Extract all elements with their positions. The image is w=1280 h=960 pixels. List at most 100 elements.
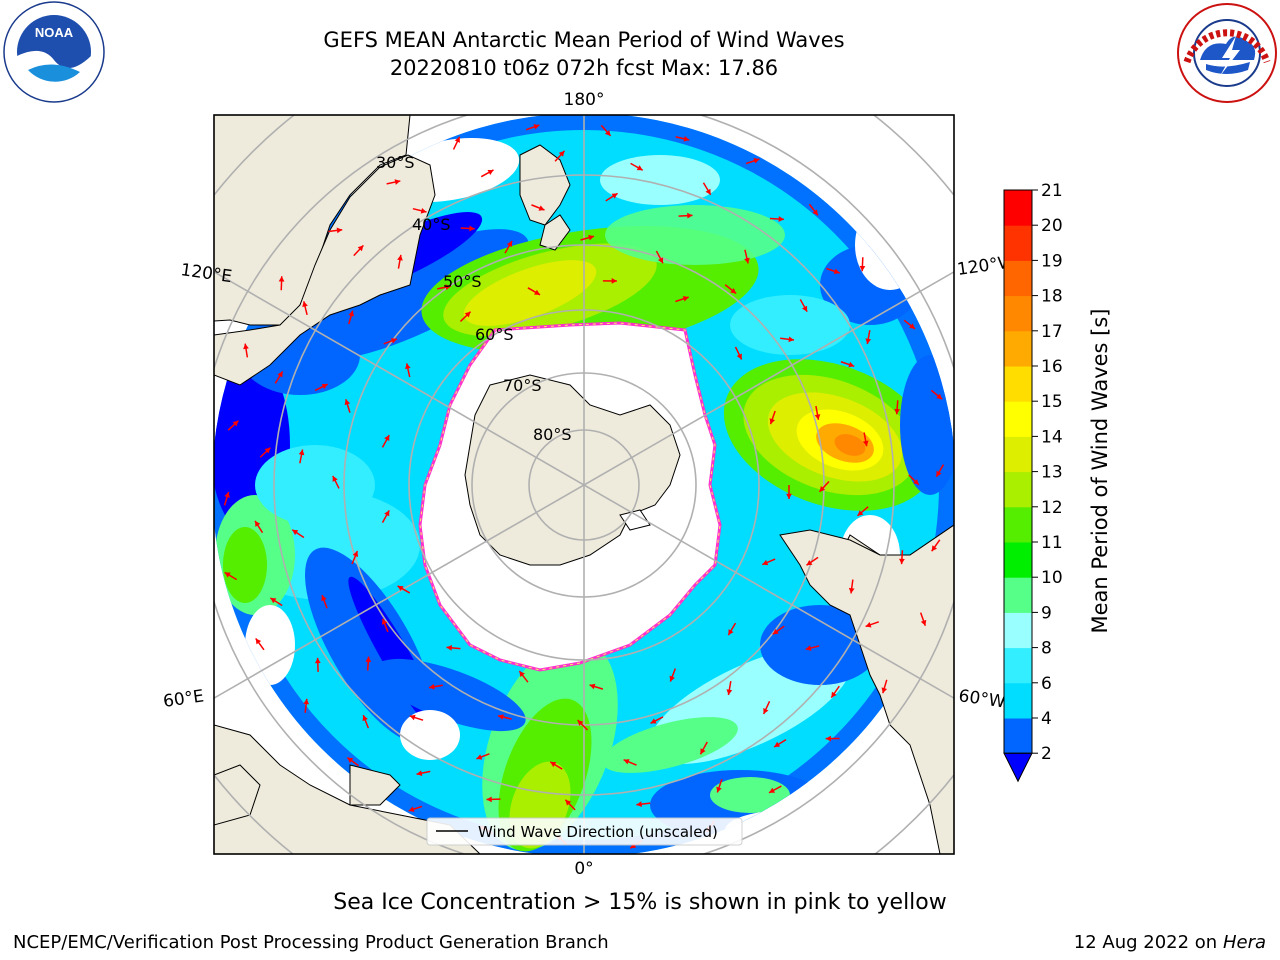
wave-direction-arrow-head bbox=[687, 212, 693, 219]
wave-direction-arrow-head bbox=[736, 353, 742, 360]
wave-direction-arrow-head bbox=[802, 305, 808, 312]
chart-subtitle: 20220810 t06z 072h fcst Max: 17.86 bbox=[389, 56, 779, 80]
wave-direction-arrow-head bbox=[657, 257, 664, 264]
wave-direction-arrow-head bbox=[623, 759, 630, 765]
wave-direction-arrow-head bbox=[506, 240, 513, 247]
wave-direction-arrow-head bbox=[650, 718, 657, 724]
wave-direction-arrow-head bbox=[390, 338, 397, 344]
colorbar-segment bbox=[1004, 260, 1032, 297]
wave-direction-arrow-head bbox=[728, 629, 734, 636]
colorbar-tick-label: 18 bbox=[1041, 287, 1063, 307]
colorbar-tick-label: 6 bbox=[1041, 674, 1052, 694]
wave-direction-arrow-head bbox=[232, 420, 239, 427]
colorbar-segment bbox=[1004, 577, 1032, 613]
colorbar-tick-label: 4 bbox=[1041, 709, 1052, 729]
wave-direction-arrow-head bbox=[753, 158, 760, 164]
wave-direction-arrow-head bbox=[705, 188, 711, 195]
wave-direction-arrow-head bbox=[814, 414, 821, 420]
wave-direction-arrow-head bbox=[700, 748, 706, 755]
wave-direction-arrow-head bbox=[397, 585, 404, 592]
colorbar-tick-label: 17 bbox=[1041, 322, 1063, 342]
wave-direction-arrow-head bbox=[865, 622, 872, 628]
wave-direction-arrow-head bbox=[772, 628, 779, 635]
wave-direction-arrow-head bbox=[744, 257, 750, 264]
credit-text: NCEP/EMC/Verification Post Processing Pr… bbox=[13, 932, 609, 953]
wave-direction-arrow-head bbox=[381, 618, 388, 625]
lat-label-80: 80°S bbox=[533, 425, 572, 444]
colorbar-segment bbox=[1004, 436, 1032, 473]
wave-direction-arrow-head bbox=[774, 741, 781, 747]
wave-direction-arrow-head bbox=[519, 671, 525, 677]
wind-wave-arrows bbox=[223, 124, 945, 849]
wave-direction-arrow-head bbox=[292, 529, 299, 536]
colorbar-tick-label: 21 bbox=[1041, 181, 1063, 201]
colorbar-segment bbox=[1004, 542, 1032, 578]
wave-direction-arrow-head bbox=[819, 485, 826, 492]
wave-direction-arrow-head bbox=[384, 435, 390, 442]
wave-direction-arrow-head bbox=[303, 698, 310, 705]
wave-direction-arrow-head bbox=[604, 130, 611, 136]
wave-direction-arrow-head bbox=[365, 656, 372, 663]
antarctica bbox=[418, 321, 722, 672]
colorbar-tick-label: 2 bbox=[1041, 744, 1052, 764]
wave-direction-arrow-head bbox=[769, 418, 776, 425]
wave-direction-arrow-head bbox=[332, 475, 338, 482]
wave-direction-arrow-head bbox=[321, 383, 328, 390]
wave-direction-arrow-head bbox=[429, 683, 435, 690]
wave-direction-arrow-head bbox=[682, 296, 689, 302]
wave-direction-arrow-head bbox=[277, 371, 283, 378]
wave-direction-arrow-head bbox=[384, 510, 390, 517]
wave-direction-arrow-head bbox=[857, 510, 864, 516]
wave-direction-arrow-head bbox=[763, 708, 769, 714]
colorbar-segment bbox=[1004, 401, 1032, 437]
run-date: 12 Aug 2022 on Hera bbox=[1074, 932, 1266, 953]
colorbar-tick-label: 13 bbox=[1041, 463, 1063, 483]
polar-map: 30°S 40°S 50°S 60°S 70°S 80°S 180° 120°E… bbox=[162, 90, 1016, 879]
wave-direction-arrow-head bbox=[865, 338, 872, 345]
colorbar-tick-label: 14 bbox=[1041, 427, 1063, 447]
wave-direction-arrow-head bbox=[538, 205, 545, 211]
wave-direction-arrow-head bbox=[825, 735, 831, 742]
wave-direction-arrow-head bbox=[730, 287, 737, 294]
wave-direction-arrow-head bbox=[913, 479, 919, 485]
wave-direction-arrow-head bbox=[683, 136, 690, 142]
wave-direction-arrow-head bbox=[769, 787, 776, 793]
wave-direction-arrow-head bbox=[487, 169, 494, 176]
wave-direction-arrow-head bbox=[833, 268, 840, 275]
wave-direction-arrow-head bbox=[344, 399, 351, 406]
wave-direction-arrow-head bbox=[909, 323, 916, 329]
wave-direction-arrow-head bbox=[778, 216, 784, 222]
wave-direction-arrow-head bbox=[224, 572, 231, 578]
legend-label: Wind Wave Direction (unscaled) bbox=[478, 823, 718, 841]
colorbar-segment bbox=[1004, 718, 1032, 754]
lat-label-60: 60°S bbox=[475, 325, 514, 344]
colorbar-tick-label: 8 bbox=[1041, 639, 1052, 659]
wave-direction-arrow-head bbox=[565, 799, 572, 806]
wave-direction-arrow-head bbox=[486, 796, 492, 803]
wave-direction-arrow-head bbox=[352, 551, 359, 558]
colorbar-segment bbox=[1004, 366, 1032, 402]
wave-direction-arrow-head bbox=[533, 124, 540, 130]
wave-direction-arrow-head bbox=[611, 193, 618, 199]
colorbar-segment bbox=[1004, 225, 1032, 261]
wave-direction-arrow-head bbox=[806, 559, 813, 566]
wave-direction-arrow-head bbox=[454, 136, 460, 143]
nws-logo bbox=[1177, 3, 1277, 103]
wave-direction-arrow-head bbox=[224, 491, 230, 498]
wave-direction-arrow-head bbox=[497, 714, 504, 720]
wave-direction-arrow-head bbox=[405, 363, 411, 370]
wave-direction-arrow-head bbox=[669, 675, 675, 682]
wave-direction-arrow-head bbox=[611, 278, 617, 284]
wave-direction-arrow-head bbox=[558, 150, 565, 157]
host-name: Hera bbox=[1222, 932, 1266, 953]
wave-direction-arrow-head bbox=[931, 545, 938, 552]
colorbar-segment bbox=[1004, 330, 1032, 367]
graticule bbox=[214, 115, 954, 854]
colorbar-label: Mean Period of Wind Waves [s] bbox=[1088, 309, 1112, 634]
colorbar-tick-label: 11 bbox=[1041, 533, 1063, 553]
colorbar-tick-label: 9 bbox=[1041, 603, 1052, 623]
lon-label-60e: 60°E bbox=[162, 686, 205, 711]
wave-direction-arrow-head bbox=[336, 227, 343, 234]
lat-label-70: 70°S bbox=[503, 376, 542, 395]
lon-label-180: 180° bbox=[564, 90, 605, 110]
